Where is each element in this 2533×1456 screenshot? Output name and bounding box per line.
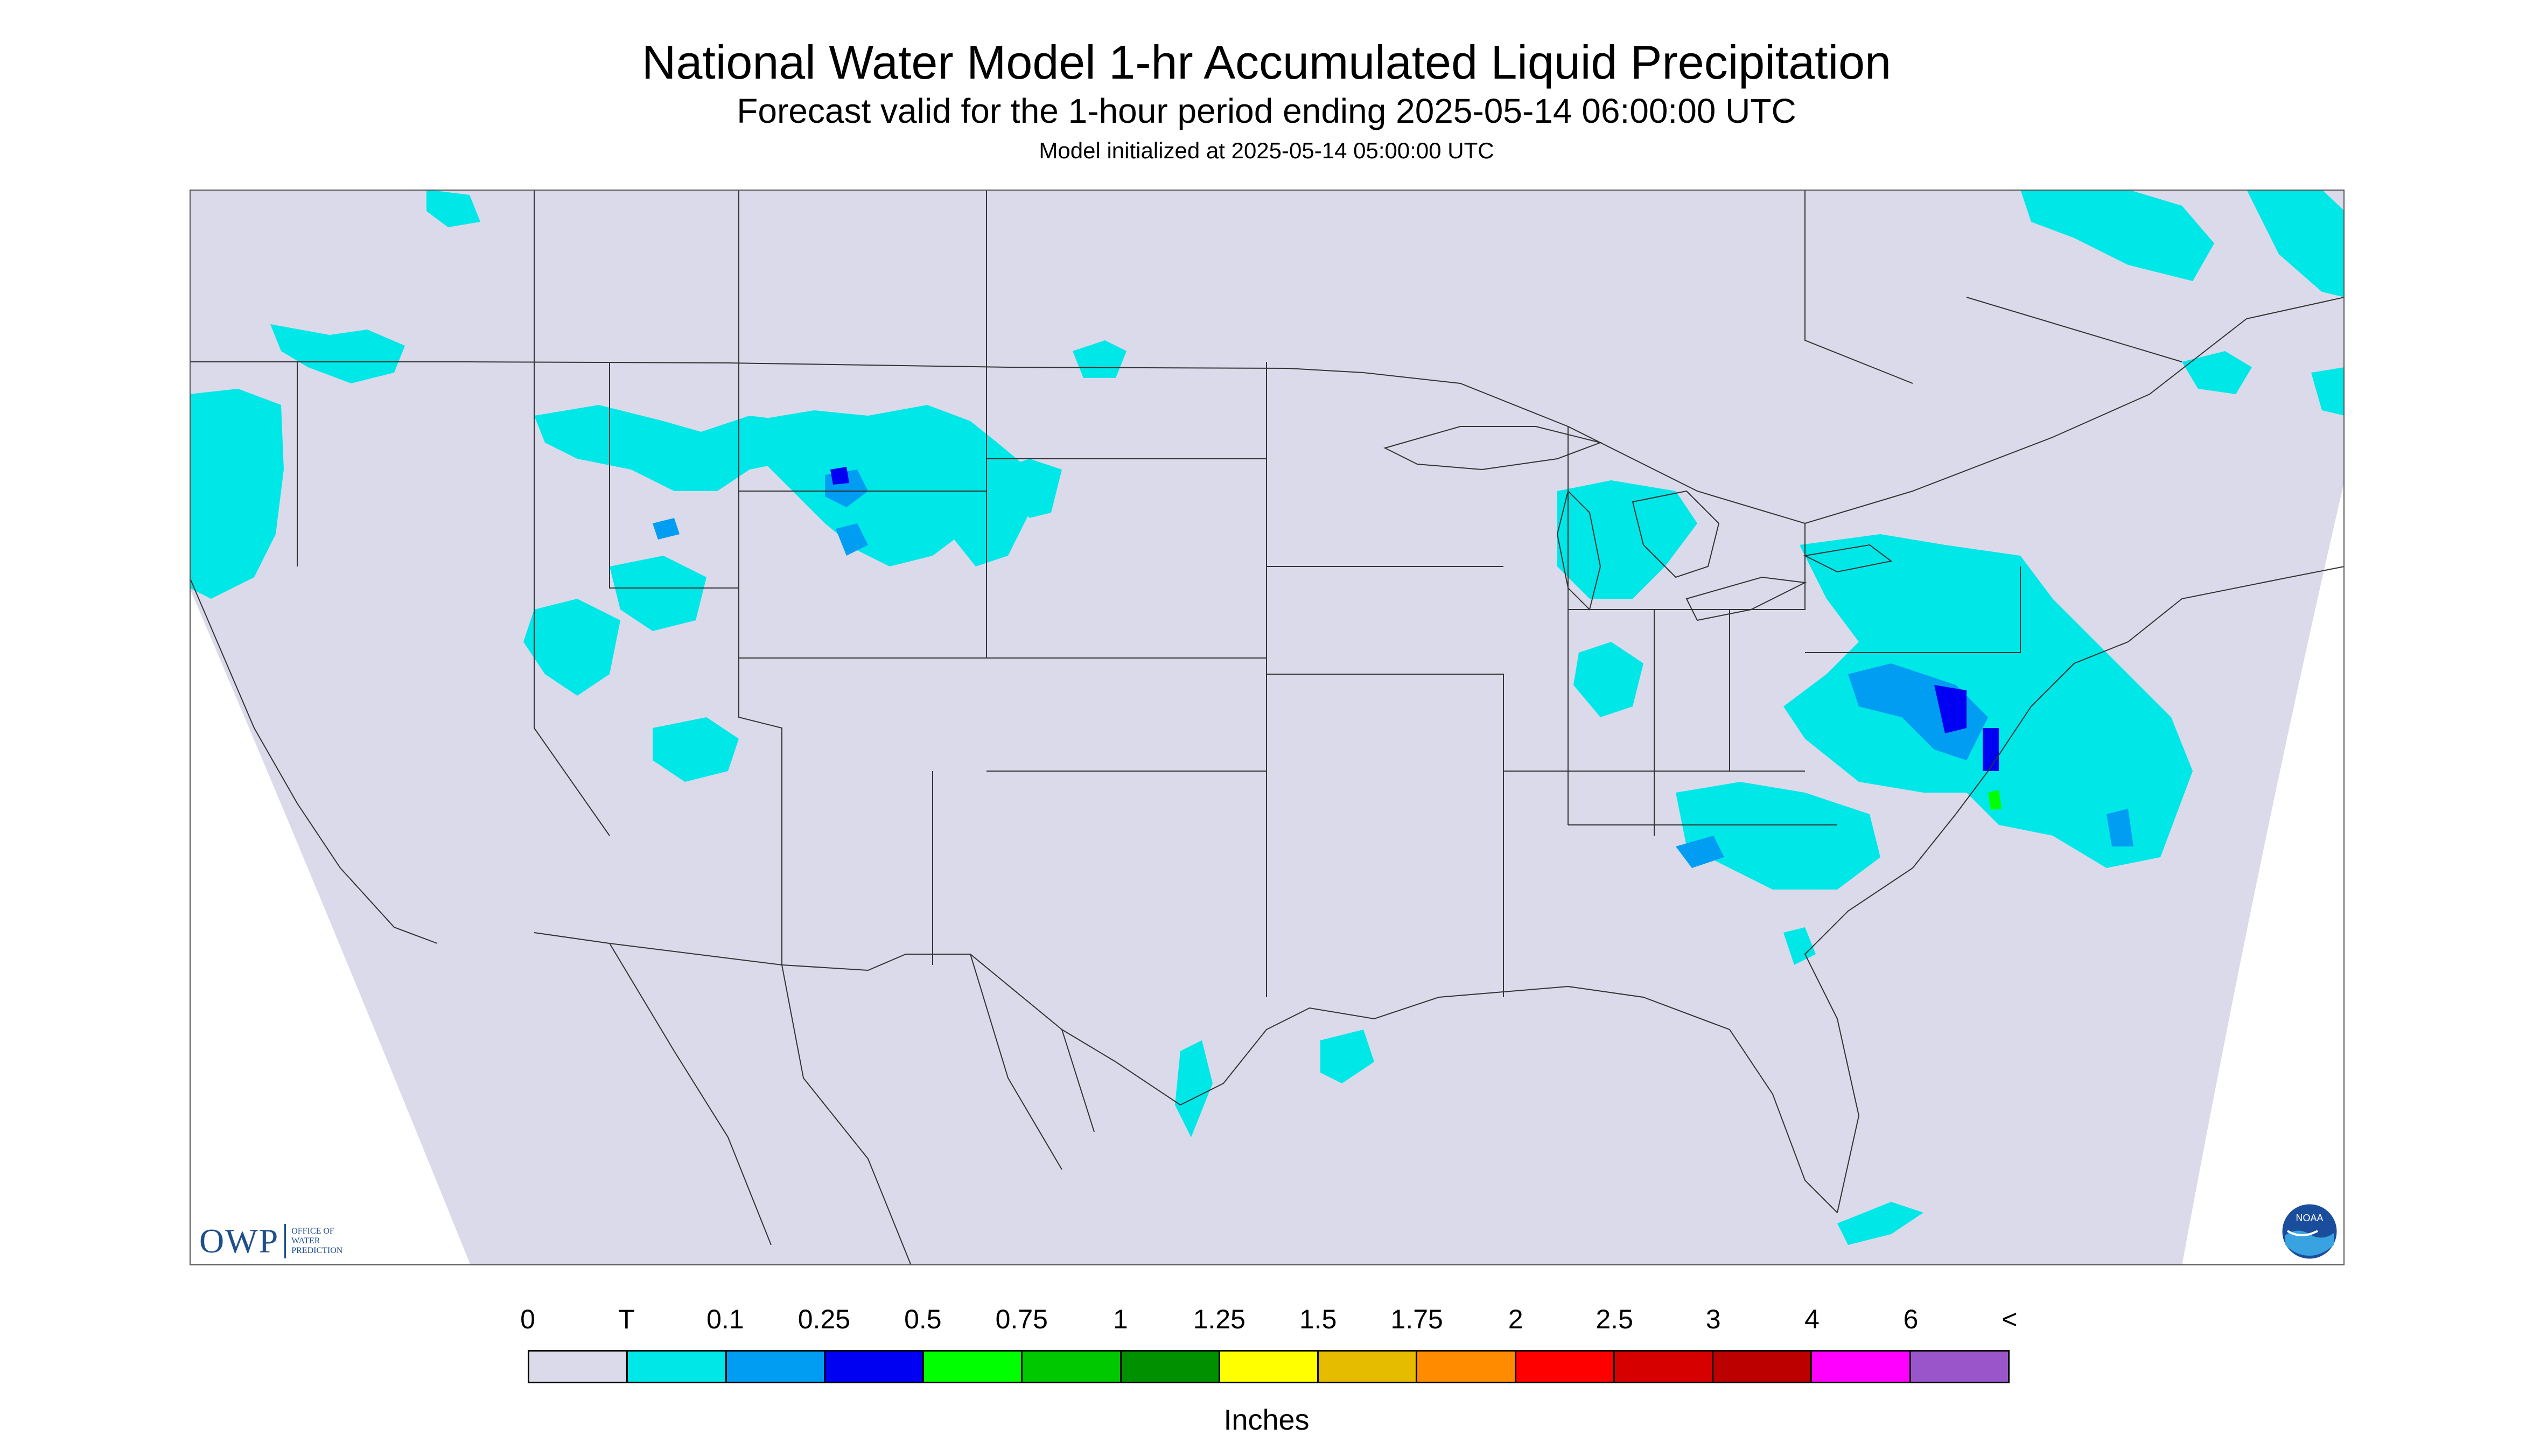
precip-great-lakes xyxy=(1557,480,1697,599)
precip-nd xyxy=(1073,340,1126,378)
noaa-logo-text: NOAA xyxy=(2296,1213,2323,1223)
legend-swatch xyxy=(726,1352,825,1382)
precip-carolinas xyxy=(1676,782,1880,890)
owp-logo-divider xyxy=(284,1224,286,1258)
legend-tick-label: 0.5 xyxy=(904,1304,942,1334)
legend-color-bar xyxy=(528,1350,2010,1383)
lake-huron xyxy=(1632,490,1720,578)
precip-northeast-main xyxy=(1783,534,2193,868)
precip-canada-east xyxy=(2020,190,2214,281)
owp-logo-subtext: OFFICE OF WATER PREDICTION xyxy=(291,1227,342,1256)
legend-swatch xyxy=(1319,1352,1418,1382)
precip-indiana xyxy=(1573,642,1643,717)
precip-idaho-blue xyxy=(653,518,680,540)
legend-swatch xyxy=(1516,1352,1615,1382)
owp-subtext-line: WATER xyxy=(291,1236,320,1245)
legend-tick-label: 0 xyxy=(520,1304,535,1334)
legend-tick-label: 4 xyxy=(1804,1304,1820,1334)
precip-nevada-utah xyxy=(523,599,620,696)
border-us-mexico xyxy=(534,932,1181,1105)
lake-ontario xyxy=(1803,544,1893,573)
precip-legend: 0 T 0.1 0.25 0.5 0.75 1 1.25 1.5 1.75 2 2.5 3 4 6 < xyxy=(520,1303,2018,1383)
model-init-time: Model initialized at 2025-05-14 05:00:00… xyxy=(1039,138,1494,163)
legend-tick-label: 0.75 xyxy=(995,1304,1048,1334)
legend-swatch xyxy=(628,1352,727,1382)
legend-swatch xyxy=(825,1352,925,1382)
precip-wyoming-lobe xyxy=(836,523,868,556)
legend-tick-label: 2 xyxy=(1508,1304,1523,1334)
border-w-row-1 xyxy=(297,362,782,965)
precip-pacific-nw xyxy=(190,389,284,599)
precip-trace-areas xyxy=(190,190,2345,1245)
precip-idaho-south xyxy=(610,556,706,631)
precipitation-map xyxy=(190,190,2345,1265)
legend-swatch xyxy=(1023,1352,1122,1382)
precip-canada-far-east xyxy=(2247,190,2345,297)
precip-northeast-blue xyxy=(1848,663,1988,760)
border-atlantic-coast xyxy=(1804,566,2345,1213)
precip-sc-coast xyxy=(1783,927,1816,965)
precip-wyoming-core xyxy=(830,467,849,485)
legend-tick-label: < xyxy=(2002,1304,2018,1334)
legend-swatch xyxy=(1220,1352,1319,1382)
legend-swatch xyxy=(1713,1352,1813,1382)
legend-tick-label: 1.25 xyxy=(1193,1304,1245,1334)
precip-newfoundland-edge xyxy=(2311,367,2345,416)
owp-logo-text: OWP xyxy=(199,1222,279,1260)
legend-tick-label: T xyxy=(618,1304,635,1334)
precip-texas xyxy=(1175,1040,1213,1137)
legend-tick-label: 2.5 xyxy=(1596,1304,1633,1334)
precip-canada-bc xyxy=(426,190,480,227)
precip-heavier-areas xyxy=(653,467,2133,868)
precip-washington xyxy=(270,324,405,383)
precip-delmarva-core xyxy=(1988,790,2002,810)
legend-unit-label: Inches xyxy=(1223,1404,1310,1436)
precip-utah-colorado xyxy=(653,717,739,782)
owp-subtext-line: PREDICTION xyxy=(291,1246,343,1255)
legend-tick-label: 6 xyxy=(1903,1304,1919,1334)
map-subtitle: Forecast valid for the 1-hour period end… xyxy=(737,92,1796,130)
lake-michigan xyxy=(1556,490,1601,611)
precip-carolina-blue xyxy=(1676,836,1724,868)
precip-louisiana xyxy=(1320,1030,1374,1083)
precip-black-hills xyxy=(997,459,1062,518)
legend-swatch xyxy=(1812,1352,1911,1382)
legend-tick-label: 0.25 xyxy=(797,1304,851,1334)
legend-labels: 0 T 0.1 0.25 0.5 0.75 1 1.25 1.5 1.75 2 2.5 3 4 6 < xyxy=(520,1303,2018,1341)
lake-superior xyxy=(1383,426,1603,471)
precip-quebec xyxy=(2182,351,2252,394)
border-pacific-coast xyxy=(190,577,438,944)
precip-offshore-blue xyxy=(2107,809,2133,846)
border-canada-provinces xyxy=(534,190,2182,384)
legend-swatch xyxy=(1417,1352,1516,1382)
border-mexico-states xyxy=(609,943,1095,1265)
owp-logo: OWP OFFICE OF WATER PREDICTION xyxy=(199,1220,342,1263)
legend-swatch xyxy=(1121,1352,1220,1382)
legend-tick-label: 1 xyxy=(1112,1304,1128,1334)
owp-subtext-line: OFFICE OF xyxy=(291,1227,334,1236)
legend-tick-label: 0.1 xyxy=(706,1304,744,1334)
noaa-logo: NOAA xyxy=(2280,1202,2339,1261)
precip-chesapeake xyxy=(1934,685,1967,733)
legend-swatch xyxy=(1614,1352,1714,1382)
legend-tick-label: 3 xyxy=(1705,1304,1721,1334)
legend-tick-label: 1.75 xyxy=(1390,1304,1443,1334)
legend-swatch xyxy=(529,1352,628,1382)
legend-swatch xyxy=(1911,1352,2008,1382)
border-w-row-2 xyxy=(738,362,1267,771)
map-title: National Water Model 1-hr Accumulated Li… xyxy=(641,36,1892,89)
legend-tick-label: 1.5 xyxy=(1299,1304,1337,1334)
political-borders xyxy=(190,190,2345,1265)
precip-delmarva xyxy=(1983,728,1999,771)
legend-swatch xyxy=(924,1352,1023,1382)
precip-wyoming-main xyxy=(750,405,1030,566)
precip-florida-keys xyxy=(1837,1202,1923,1245)
great-lakes xyxy=(1383,426,1893,621)
lake-erie xyxy=(1685,576,1807,621)
border-east xyxy=(1568,426,2021,836)
border-central xyxy=(932,362,1805,997)
map-frame-border xyxy=(190,190,2345,1265)
